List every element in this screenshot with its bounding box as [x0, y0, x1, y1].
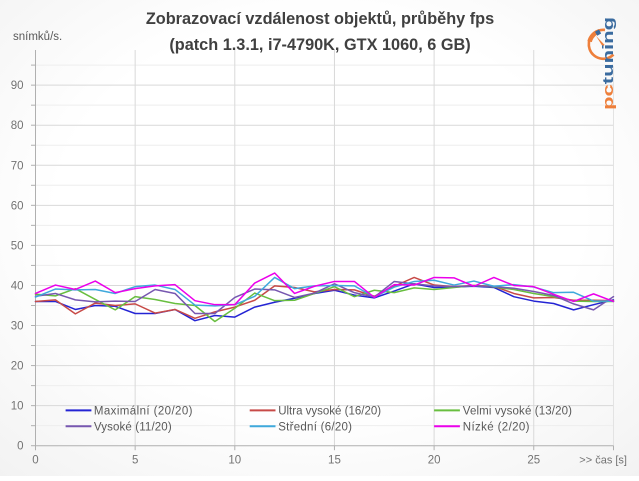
svg-text:10: 10 [228, 455, 241, 467]
svg-text:pctuning: pctuning [601, 17, 617, 110]
svg-text:60: 60 [11, 200, 24, 212]
svg-text:15: 15 [328, 455, 341, 467]
svg-text:30: 30 [11, 321, 24, 333]
svg-text:>> čas [s]: >> čas [s] [579, 455, 627, 467]
svg-text:Ultra vysoké (16/20): Ultra vysoké (16/20) [278, 405, 381, 417]
svg-text:80: 80 [11, 120, 24, 132]
svg-text:Střední (6/20): Střední (6/20) [278, 421, 352, 433]
svg-text:20: 20 [11, 361, 24, 373]
svg-text:Maximální (20/20): Maximální (20/20) [94, 405, 193, 417]
svg-text:Velmi vysoké (13/20): Velmi vysoké (13/20) [463, 405, 572, 417]
svg-text:0: 0 [17, 441, 23, 453]
svg-text:Nízké (2/20): Nízké (2/20) [463, 421, 530, 433]
svg-text:0: 0 [32, 455, 38, 467]
svg-text:50: 50 [11, 240, 24, 252]
svg-text:5: 5 [132, 455, 138, 467]
svg-text:10: 10 [11, 401, 24, 413]
svg-text:Zobrazovací vzdálenost objektů: Zobrazovací vzdálenost objektů, průběhy … [146, 10, 494, 28]
svg-text:Vysoké (11/20): Vysoké (11/20) [94, 421, 172, 433]
svg-text:snímků/s.: snímků/s. [13, 31, 62, 43]
svg-text:25: 25 [527, 455, 540, 467]
svg-text:70: 70 [11, 160, 24, 172]
svg-text:20: 20 [428, 455, 441, 467]
svg-text:90: 90 [11, 80, 24, 92]
svg-text:40: 40 [11, 280, 24, 292]
svg-text:(patch 1.3.1, i7-4790K, GTX 10: (patch 1.3.1, i7-4790K, GTX 1060, 6 GB) [169, 36, 470, 54]
